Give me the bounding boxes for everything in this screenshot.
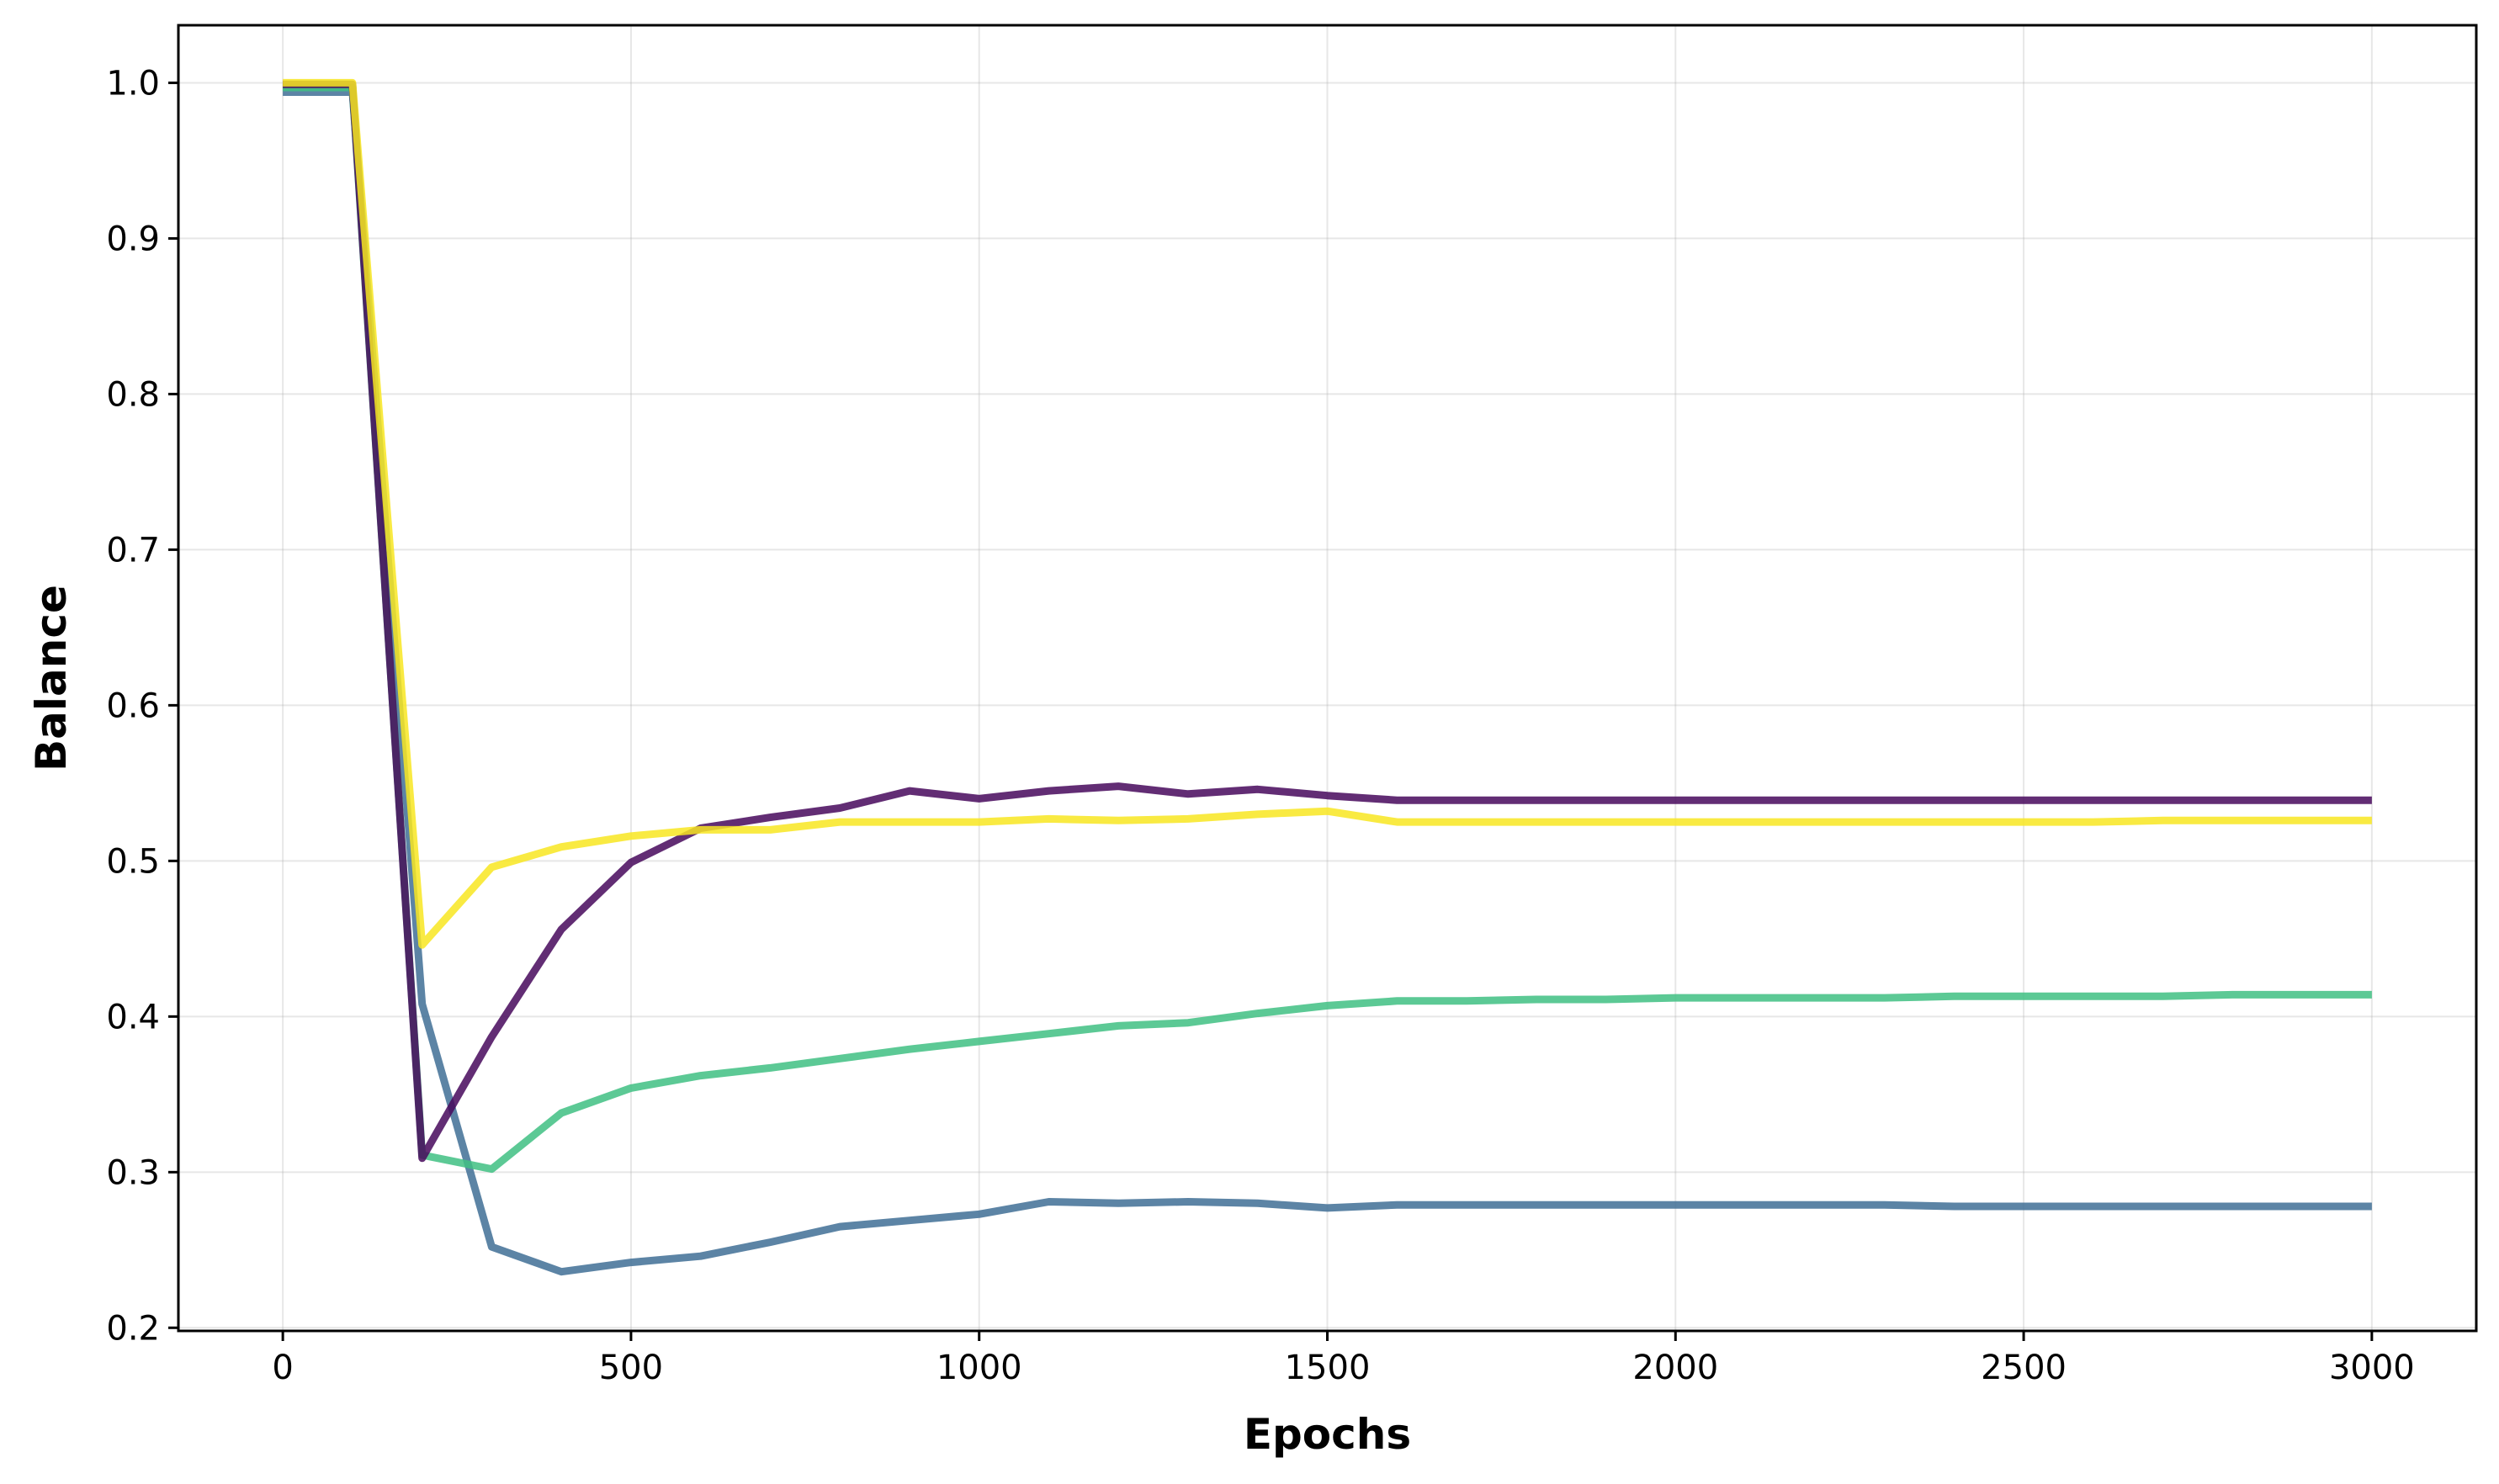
y-axis-title: Balance — [27, 585, 76, 771]
y-tick-label: 0.6 — [106, 686, 160, 725]
x-tick-label: 3000 — [2329, 1349, 2415, 1387]
y-tick-label: 0.7 — [106, 531, 160, 570]
y-tick-label: 0.8 — [106, 375, 160, 414]
series-lines — [283, 78, 2372, 1276]
x-tick-label: 0 — [272, 1349, 293, 1387]
x-axis-ticks: 0 500 1000 1500 2000 2500 3000 — [272, 1331, 2415, 1387]
series-line-3 — [283, 80, 2372, 1163]
y-axis-ticks: 0.2 0.3 0.4 0.5 0.6 0.7 0.8 0.9 1.0 — [106, 64, 178, 1348]
x-tick-label: 2000 — [1632, 1349, 1718, 1387]
grid-lines — [178, 25, 2476, 1331]
x-tick-label: 1000 — [936, 1349, 1022, 1387]
series-line-2 — [283, 83, 2372, 1174]
x-axis-title: Epochs — [1244, 1410, 1411, 1459]
y-tick-label: 0.9 — [106, 220, 160, 258]
x-tick-label: 1500 — [1285, 1349, 1371, 1387]
y-tick-label: 0.4 — [106, 998, 160, 1036]
y-tick-label: 0.2 — [106, 1309, 160, 1348]
x-tick-label: 2500 — [1981, 1349, 2067, 1387]
y-tick-label: 0.3 — [106, 1153, 160, 1192]
y-tick-label: 0.5 — [106, 842, 160, 881]
y-tick-label: 1.0 — [106, 64, 160, 103]
series-line-1 — [283, 88, 2372, 1276]
x-tick-label: 500 — [599, 1349, 663, 1387]
series-line-4 — [283, 78, 2372, 949]
